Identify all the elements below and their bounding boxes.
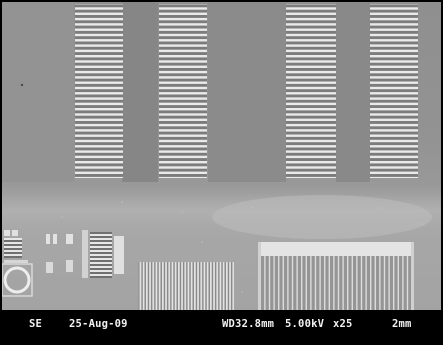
grating-3 bbox=[286, 4, 336, 178]
sem-info-bar: SE 25-Aug-09 WD32.8mm 5.00kV x25 2mm bbox=[0, 311, 443, 345]
grating-6-header bbox=[260, 242, 412, 256]
detector-label: SE bbox=[29, 318, 43, 330]
date-label: 25-Aug-09 bbox=[69, 318, 128, 330]
sem-micrograph bbox=[2, 2, 441, 310]
stripe-3 bbox=[336, 2, 370, 182]
grating-6 bbox=[260, 256, 412, 310]
grating-5 bbox=[138, 262, 234, 310]
grating-6-side bbox=[258, 242, 261, 310]
test-structures-left bbox=[2, 230, 124, 297]
grating-1 bbox=[75, 4, 123, 178]
sem-micrograph-svg bbox=[2, 2, 441, 310]
haze-glow bbox=[212, 195, 432, 239]
grating-2 bbox=[159, 4, 207, 178]
grating-6-side-right bbox=[411, 242, 414, 310]
surface-speckles bbox=[61, 199, 423, 293]
stripe-1 bbox=[122, 2, 158, 182]
stripe-4 bbox=[2, 2, 74, 182]
working-distance-label: WD32.8mm bbox=[222, 318, 275, 330]
grating-4 bbox=[370, 4, 418, 178]
magnification-label: x25 bbox=[333, 318, 353, 330]
voltage-label: 5.00kV bbox=[285, 318, 325, 330]
debris-dot bbox=[20, 83, 24, 87]
scale-bar-label: 2mm bbox=[392, 318, 412, 330]
stripe-2 bbox=[208, 2, 286, 182]
